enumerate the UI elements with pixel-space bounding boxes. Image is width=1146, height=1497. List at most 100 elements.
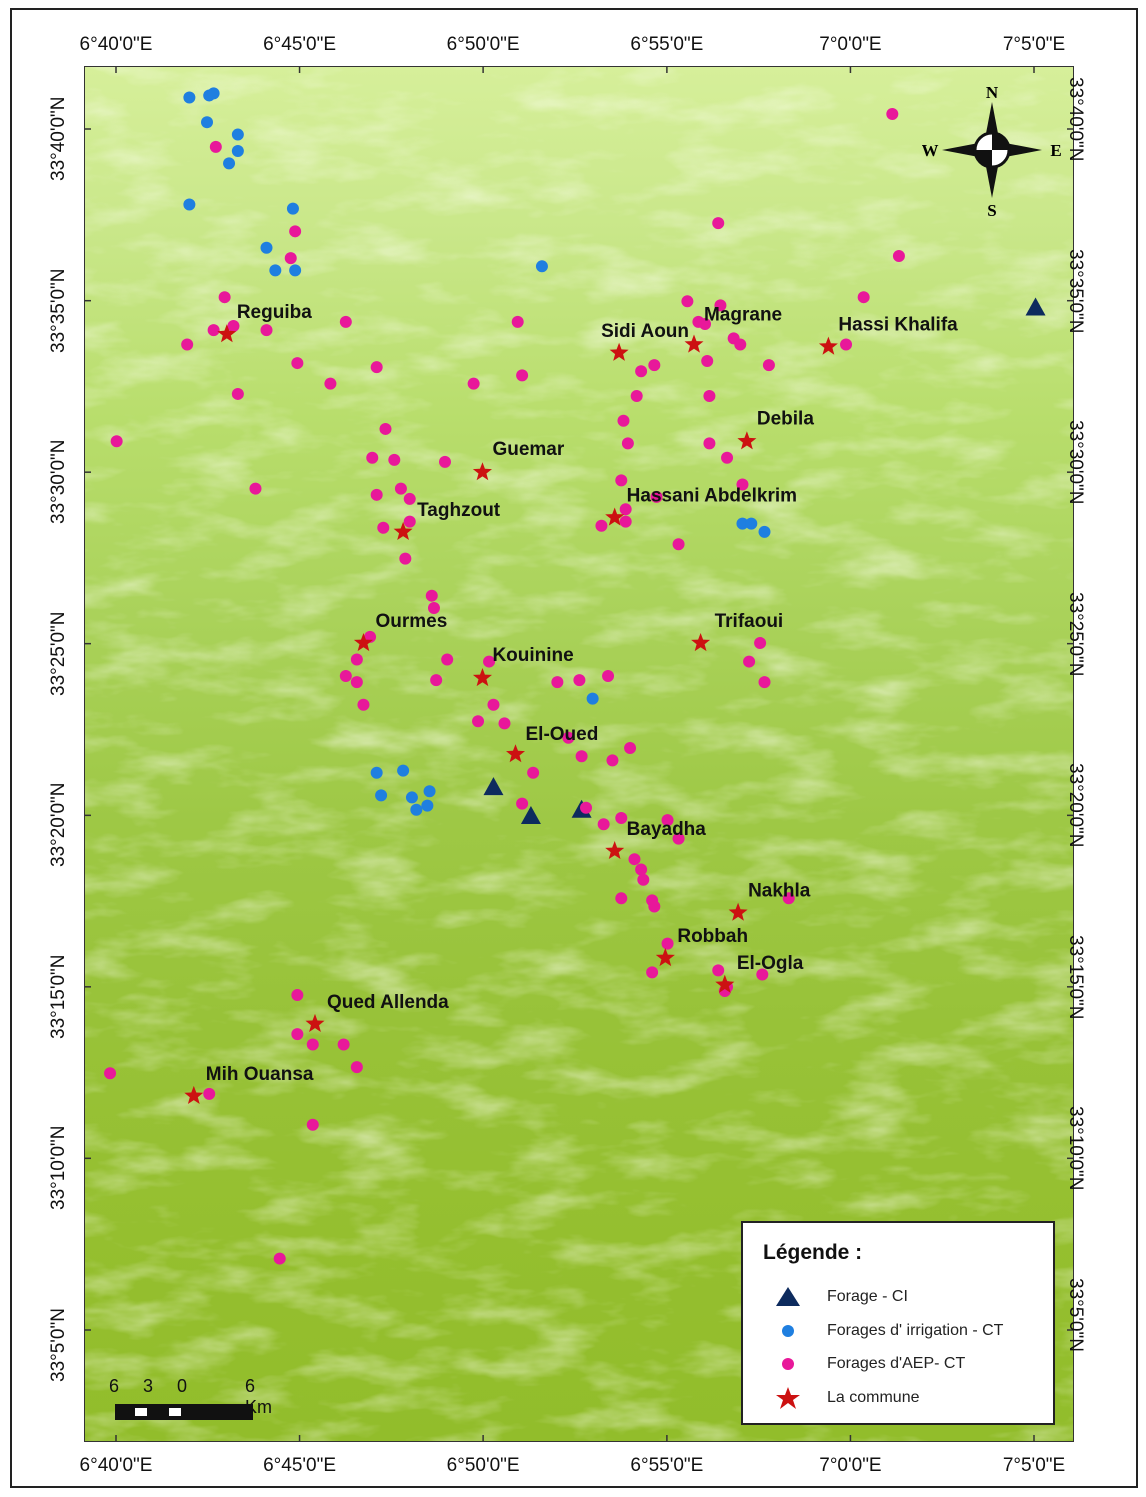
aep-well[interactable] bbox=[104, 1067, 117, 1080]
aep-well[interactable] bbox=[736, 478, 749, 491]
commune-marker[interactable] bbox=[472, 462, 492, 481]
irrigation-well[interactable] bbox=[286, 202, 299, 215]
aep-well[interactable] bbox=[370, 361, 383, 374]
aep-well[interactable] bbox=[388, 453, 401, 466]
irrigation-well[interactable] bbox=[410, 803, 423, 816]
aep-well[interactable] bbox=[648, 900, 661, 913]
aep-well[interactable] bbox=[615, 474, 628, 487]
aep-well[interactable] bbox=[339, 315, 352, 328]
aep-well[interactable] bbox=[635, 863, 648, 876]
irrigation-well[interactable] bbox=[370, 766, 383, 779]
aep-well[interactable] bbox=[743, 655, 756, 668]
irrigation-well[interactable] bbox=[535, 260, 548, 273]
aep-well[interactable] bbox=[712, 964, 725, 977]
aep-well[interactable] bbox=[886, 107, 899, 120]
aep-well[interactable] bbox=[516, 369, 529, 382]
aep-well[interactable] bbox=[218, 291, 231, 304]
aep-well[interactable] bbox=[840, 338, 853, 351]
aep-well[interactable] bbox=[209, 140, 222, 153]
irrigation-well[interactable] bbox=[423, 785, 436, 798]
aep-well[interactable] bbox=[249, 482, 262, 495]
commune-marker[interactable] bbox=[506, 744, 525, 763]
irrigation-well[interactable] bbox=[260, 241, 273, 254]
irrigation-well[interactable] bbox=[289, 264, 302, 277]
forage-ci-well[interactable] bbox=[1025, 297, 1046, 316]
irrigation-well[interactable] bbox=[183, 91, 196, 104]
aep-well[interactable] bbox=[672, 832, 685, 845]
aep-well[interactable] bbox=[754, 637, 767, 650]
aep-well[interactable] bbox=[699, 317, 712, 330]
irrigation-well[interactable] bbox=[207, 87, 220, 100]
aep-well[interactable] bbox=[714, 299, 727, 312]
aep-well[interactable] bbox=[430, 674, 443, 687]
irrigation-well[interactable] bbox=[736, 517, 749, 530]
aep-well[interactable] bbox=[394, 482, 407, 495]
commune-marker[interactable] bbox=[818, 336, 838, 355]
aep-well[interactable] bbox=[350, 676, 363, 689]
aep-well[interactable] bbox=[487, 698, 500, 711]
aep-well[interactable] bbox=[483, 655, 496, 668]
forage-ci-well[interactable] bbox=[520, 805, 541, 824]
aep-well[interactable] bbox=[403, 515, 416, 528]
aep-well[interactable] bbox=[624, 742, 637, 755]
aep-well[interactable] bbox=[580, 801, 593, 814]
aep-well[interactable] bbox=[379, 422, 392, 435]
commune-marker[interactable] bbox=[605, 841, 625, 859]
commune-marker[interactable] bbox=[737, 431, 757, 450]
aep-well[interactable] bbox=[207, 324, 220, 337]
aep-well[interactable] bbox=[701, 355, 714, 368]
aep-well[interactable] bbox=[306, 1038, 319, 1051]
aep-well[interactable] bbox=[203, 1087, 216, 1100]
aep-well[interactable] bbox=[425, 589, 438, 602]
aep-well[interactable] bbox=[511, 315, 524, 328]
aep-well[interactable] bbox=[606, 754, 619, 767]
commune-marker[interactable] bbox=[353, 633, 373, 652]
aep-well[interactable] bbox=[527, 766, 540, 779]
commune-marker[interactable] bbox=[715, 974, 735, 993]
commune-marker[interactable] bbox=[728, 902, 748, 921]
irrigation-well[interactable] bbox=[231, 145, 244, 158]
aep-well[interactable] bbox=[467, 377, 480, 390]
aep-well[interactable] bbox=[637, 873, 650, 886]
aep-well[interactable] bbox=[595, 519, 608, 532]
aep-well[interactable] bbox=[284, 252, 297, 265]
aep-well[interactable] bbox=[630, 390, 643, 403]
aep-well[interactable] bbox=[575, 750, 588, 763]
irrigation-well[interactable] bbox=[397, 764, 410, 777]
irrigation-well[interactable] bbox=[269, 264, 282, 277]
commune-marker[interactable] bbox=[684, 334, 704, 353]
aep-well[interactable] bbox=[289, 225, 302, 238]
aep-well[interactable] bbox=[857, 291, 870, 304]
aep-well[interactable] bbox=[377, 521, 390, 534]
irrigation-well[interactable] bbox=[183, 198, 196, 211]
aep-well[interactable] bbox=[721, 451, 734, 464]
commune-marker[interactable] bbox=[605, 507, 625, 526]
aep-well[interactable] bbox=[681, 295, 694, 308]
commune-marker[interactable] bbox=[472, 668, 492, 687]
commune-marker[interactable] bbox=[609, 342, 629, 361]
irrigation-well[interactable] bbox=[201, 116, 214, 129]
aep-well[interactable] bbox=[661, 937, 674, 950]
aep-well[interactable] bbox=[619, 503, 632, 516]
aep-well[interactable] bbox=[427, 602, 440, 615]
aep-well[interactable] bbox=[306, 1118, 319, 1131]
irrigation-well[interactable] bbox=[758, 525, 771, 538]
aep-well[interactable] bbox=[110, 435, 123, 448]
aep-well[interactable] bbox=[635, 365, 648, 378]
irrigation-well[interactable] bbox=[745, 517, 758, 530]
aep-well[interactable] bbox=[661, 814, 674, 827]
aep-well[interactable] bbox=[734, 338, 747, 351]
irrigation-well[interactable] bbox=[223, 157, 236, 170]
commune-marker[interactable] bbox=[691, 633, 711, 652]
commune-marker[interactable] bbox=[184, 1085, 204, 1104]
aep-well[interactable] bbox=[703, 437, 716, 450]
aep-well[interactable] bbox=[403, 492, 416, 505]
aep-well[interactable] bbox=[646, 966, 659, 979]
aep-well[interactable] bbox=[562, 731, 575, 744]
aep-well[interactable] bbox=[438, 455, 451, 468]
aep-well[interactable] bbox=[648, 359, 661, 372]
aep-well[interactable] bbox=[366, 451, 379, 464]
aep-well[interactable] bbox=[672, 538, 685, 551]
aep-well[interactable] bbox=[227, 320, 240, 333]
irrigation-well[interactable] bbox=[375, 789, 388, 802]
